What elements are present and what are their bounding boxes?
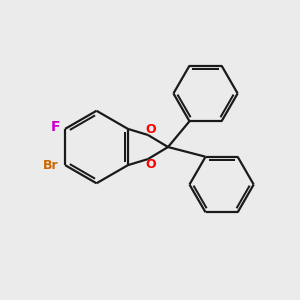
Text: O: O [145,123,156,136]
Text: F: F [51,119,60,134]
Text: O: O [145,158,156,171]
Text: Br: Br [43,159,58,172]
